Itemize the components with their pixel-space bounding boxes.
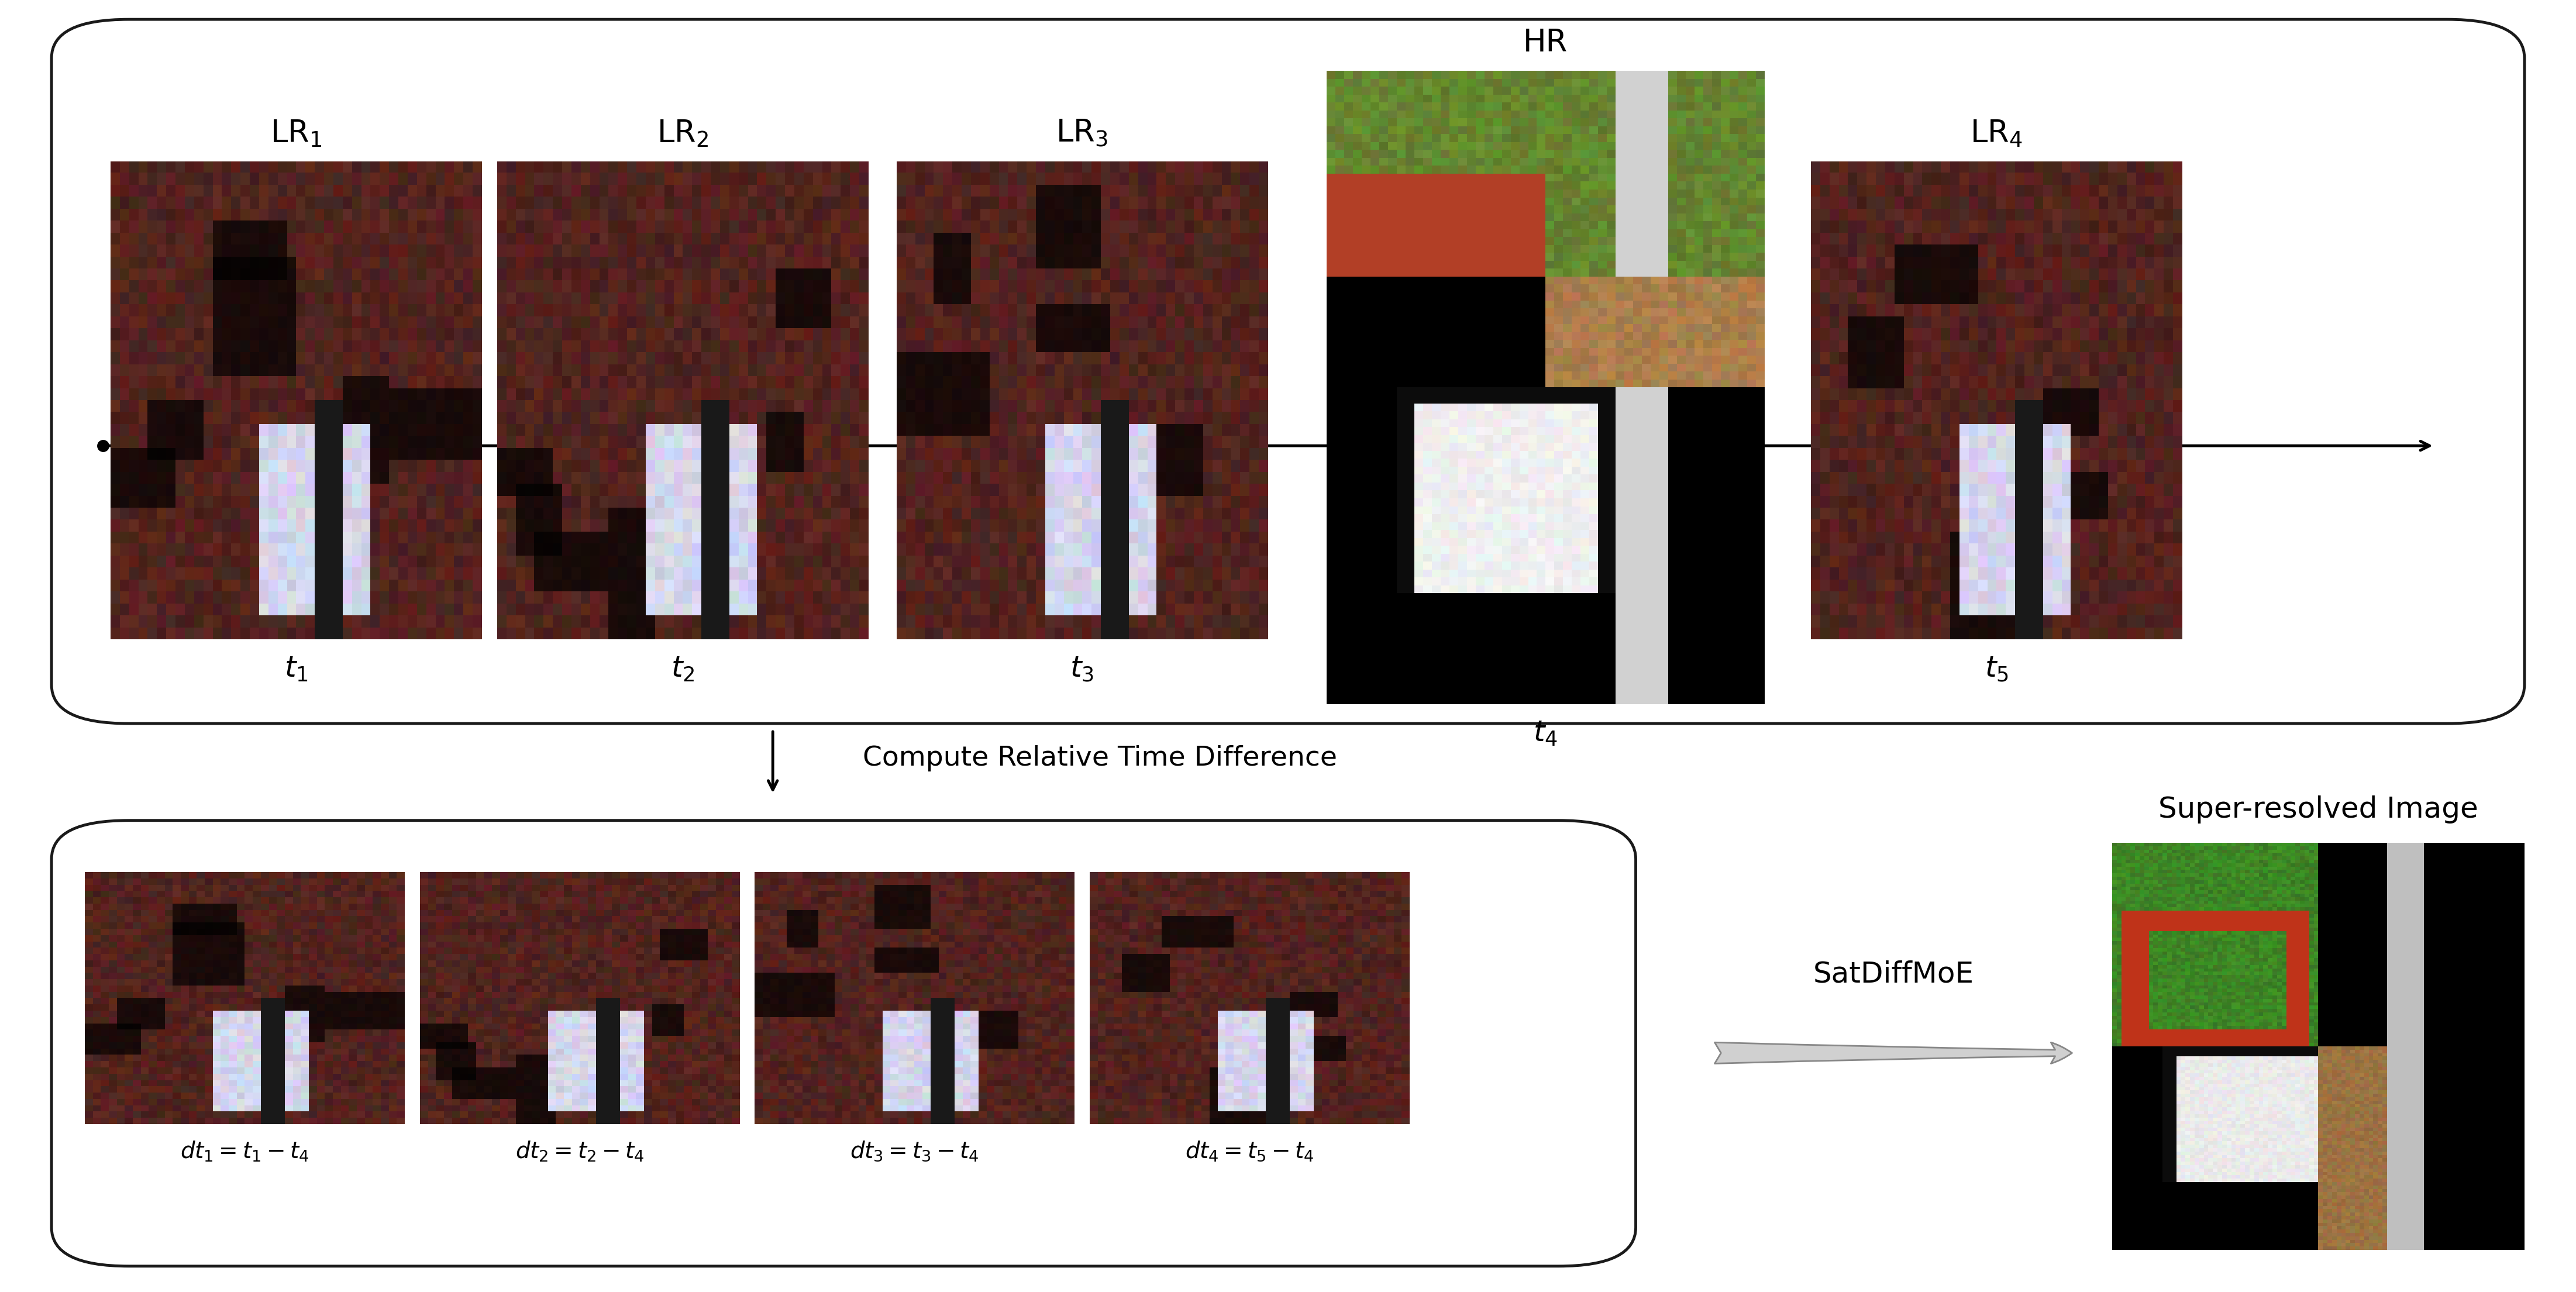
Text: $t_5$: $t_5$: [1984, 655, 2009, 683]
Text: $dt_4 = t_5 - t_4$: $dt_4 = t_5 - t_4$: [1185, 1140, 1314, 1163]
FancyBboxPatch shape: [52, 820, 1636, 1266]
Text: HR: HR: [1522, 27, 1569, 58]
Text: $t_3$: $t_3$: [1069, 655, 1095, 683]
Text: LR$_4$: LR$_4$: [1971, 118, 2022, 149]
Text: $t_2$: $t_2$: [670, 655, 696, 683]
Text: $dt_1 = t_1 - t_4$: $dt_1 = t_1 - t_4$: [180, 1140, 309, 1163]
Text: SatDiffMoE: SatDiffMoE: [1814, 960, 1973, 988]
Text: $dt_3 = t_3 - t_4$: $dt_3 = t_3 - t_4$: [850, 1140, 979, 1163]
Text: LR$_2$: LR$_2$: [657, 118, 708, 149]
Text: $t_4$: $t_4$: [1533, 720, 1558, 748]
Text: $t_1$: $t_1$: [283, 655, 309, 683]
Text: $dt_2 = t_2 - t_4$: $dt_2 = t_2 - t_4$: [515, 1140, 644, 1163]
Text: Super-resolved Image: Super-resolved Image: [2159, 796, 2478, 824]
FancyBboxPatch shape: [52, 19, 2524, 724]
Text: LR$_3$: LR$_3$: [1056, 118, 1108, 149]
Text: LR$_1$: LR$_1$: [270, 118, 322, 149]
Text: Compute Relative Time Difference: Compute Relative Time Difference: [863, 745, 1337, 771]
